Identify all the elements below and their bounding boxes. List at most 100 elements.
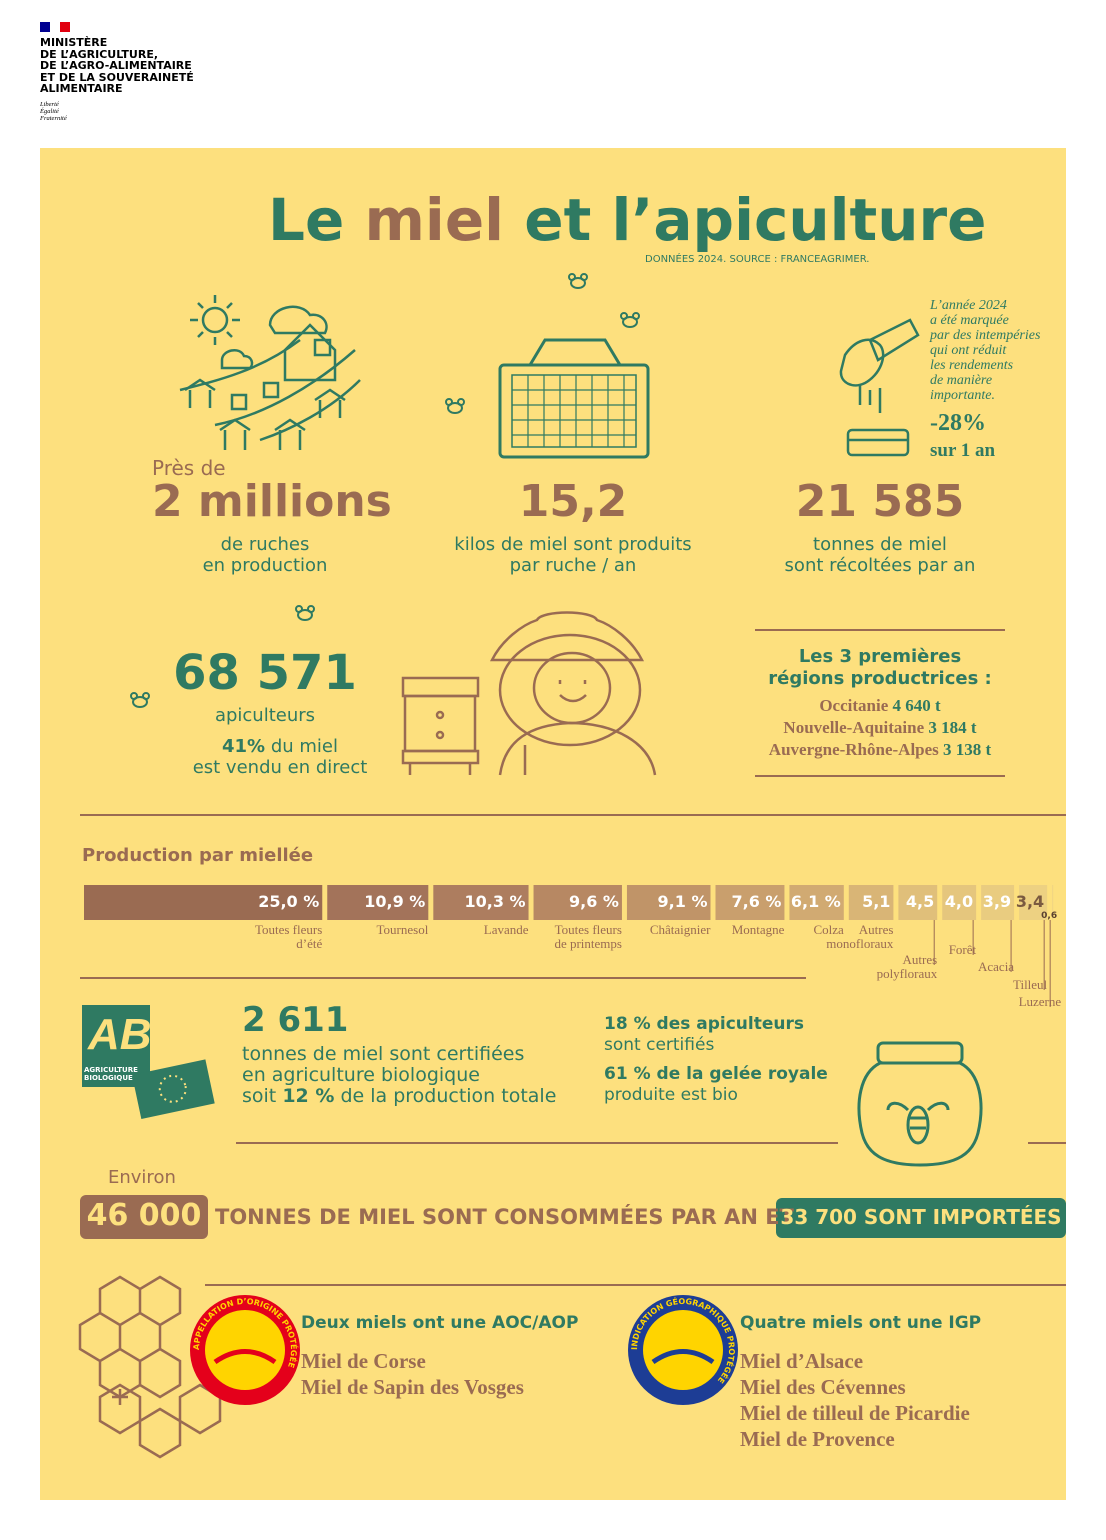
region-name: Nouvelle-Aquitaine — [783, 718, 925, 737]
per-hive-caption: kilos de miel sont produits par ruche / … — [454, 534, 692, 576]
change-period: sur 1 an — [930, 440, 996, 461]
region-value: 4 640 t — [892, 696, 941, 715]
aoc-title: Deux miels ont une AOC/AOP — [301, 1313, 579, 1333]
beekeepers-caption: apiculteurs — [214, 705, 316, 726]
ab-text: AB — [88, 1010, 152, 1059]
bar-segment — [533, 885, 622, 920]
organic-share: 12 % — [282, 1085, 335, 1107]
segment-value: 5,1 — [862, 892, 891, 911]
direct-text: du miel est vendu en direct — [192, 736, 368, 778]
segment-name: Tilleul — [1012, 977, 1048, 992]
background — [40, 148, 1066, 1500]
hives-prefix: Près de — [152, 456, 226, 480]
honeycomb — [78, 1275, 222, 1459]
segment-name: Lavande — [483, 922, 529, 937]
segment-name: Acacia — [978, 959, 1015, 974]
regions-list: Occitanie 4 640 t Nouvelle-Aquitaine 3 18… — [769, 695, 991, 761]
bar-segment — [981, 885, 1015, 920]
region: Auvergne-Rhône-Alpes 3 138 t — [769, 739, 991, 761]
segment-value: 9,6 % — [569, 892, 619, 911]
bees — [130, 273, 640, 708]
aoc-item: Miel de Corse — [301, 1349, 426, 1373]
organic-text-start: tonnes de miel sont certifiées en agricu… — [242, 1043, 525, 1107]
region-name: Occitanie — [819, 696, 889, 715]
bar-segment — [898, 885, 938, 920]
per-hive-value: 15,2 — [518, 476, 628, 527]
igp-item: Miel des Cévennes — [740, 1375, 906, 1399]
source: DONNÉES 2024. SOURCE : FRANCEAGRIMER. — [645, 254, 870, 265]
flag-white — [50, 22, 60, 32]
segment-value: 4,5 — [905, 892, 935, 911]
separators — [80, 629, 1066, 1286]
segment-value: 10,9 % — [364, 892, 426, 911]
segment-name: Autres monofloraux — [826, 922, 894, 951]
segment-value: 3,4 — [1015, 892, 1045, 911]
region: Nouvelle-Aquitaine 3 184 t — [769, 717, 991, 739]
consumption-text: TONNES DE MIEL SONT CONSOMMÉES PAR AN ET — [215, 1205, 794, 1229]
segment-name: Tournesol — [376, 922, 429, 937]
certified-text: sont certifiés — [604, 1035, 715, 1055]
segment-value: 7,6 % — [731, 892, 782, 911]
bar-segment — [327, 885, 429, 920]
direct-pct: 41% — [222, 736, 266, 757]
igp-item: Miel d’Alsace — [740, 1349, 864, 1373]
imported: 33 700 SONT IMPORTÉES — [780, 1205, 1062, 1229]
segment-name: Toutes fleurs de printemps — [554, 922, 622, 951]
bar-segment — [1052, 885, 1054, 920]
flag-blue — [40, 22, 50, 32]
segment-name: Montagne — [731, 922, 785, 937]
bar-segment — [433, 885, 529, 920]
production-title: Production par miellée — [82, 845, 314, 866]
segment-name: Colza — [813, 922, 844, 937]
jar-icon — [857, 1041, 983, 1167]
bar-segment — [626, 885, 711, 920]
region-value: 3 138 t — [943, 740, 992, 759]
segment-value: 25,0 % — [258, 892, 320, 911]
flag-red — [60, 22, 70, 32]
ab-logo — [82, 1005, 150, 1087]
aoc-item: Miel de Sapin des Vosges — [301, 1375, 524, 1399]
region: Occitanie 4 640 t — [769, 695, 991, 717]
landscape-icon — [179, 295, 361, 450]
weather-note: L’année 2024 a été marquée par des intem… — [930, 298, 1041, 403]
segment-name: Autres polyfloraux — [876, 952, 938, 981]
igp-item: Miel de tilleul de Picardie — [740, 1401, 970, 1425]
igp-item: Miel de Provence — [740, 1427, 895, 1451]
igp-title: Quatre miels ont une IGP — [740, 1313, 982, 1333]
title: Le miel et l’apiculture — [268, 186, 986, 254]
organic-text: tonnes de miel sont certifiées en agricu… — [242, 1044, 556, 1107]
imported-box — [776, 1198, 1066, 1238]
organic-value: 2 611 — [242, 1000, 349, 1040]
segment-value: 9,1 % — [657, 892, 708, 911]
bar-segment — [1019, 885, 1048, 920]
bar-segment — [789, 885, 844, 920]
royal-jelly-text: produite est bio — [604, 1085, 738, 1105]
direct-sale: 41% du miel est vendu en direct — [193, 736, 368, 778]
bar-segment — [848, 885, 894, 920]
eu-leaf — [132, 1059, 215, 1120]
organic-text-end: de la production totale — [340, 1085, 557, 1107]
segment-name: Toutes fleurs d’été — [254, 922, 323, 951]
consumed-box — [80, 1195, 208, 1239]
segment-value: 10,3 % — [464, 892, 526, 911]
region-name: Auvergne-Rhône-Alpes — [768, 740, 939, 759]
title-part: et l’apiculture — [524, 186, 987, 254]
production-bar — [84, 885, 1054, 1007]
beekeepers-value: 68 571 — [173, 645, 357, 701]
consumption-prefix: Environ — [108, 1167, 176, 1188]
tonnes-value: 21 585 — [795, 476, 965, 527]
beekeeper-icon — [401, 611, 657, 776]
frame-icon — [498, 338, 650, 459]
aoc-seal — [190, 1295, 300, 1405]
dipper-icon — [839, 318, 920, 457]
igp-list: Miel d’Alsace Miel des Cévennes Miel de ti… — [740, 1348, 970, 1452]
segment-name: Luzerne — [1018, 994, 1062, 1009]
segment-name: Forêt — [948, 942, 977, 957]
igp-seal — [628, 1295, 738, 1405]
certified: 18 % des apiculteurs — [604, 1014, 804, 1034]
ab-caption: AGRICULTURE BIOLOGIQUE — [84, 1066, 138, 1082]
bar-segment — [84, 885, 323, 920]
segment-value: 3,9 — [982, 892, 1012, 911]
